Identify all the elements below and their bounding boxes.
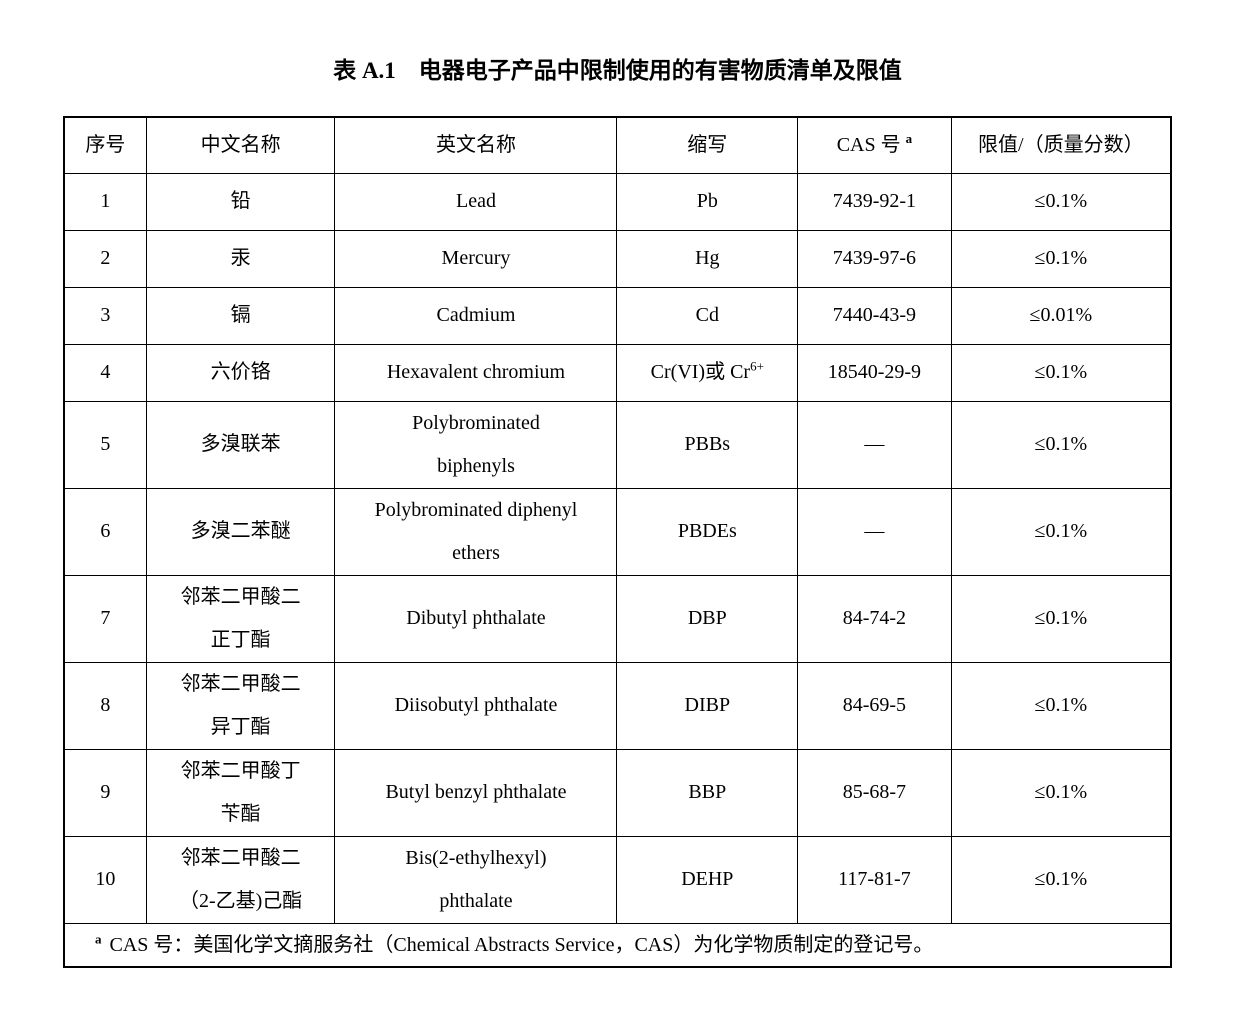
cell-cn-name: 镉: [145, 286, 336, 345]
cell-abbr: DBP: [616, 574, 799, 663]
cell-abbr: PBBs: [616, 400, 799, 489]
cell-abbr: Cd: [616, 286, 799, 345]
footnote-marker: a: [95, 930, 102, 946]
cell-abbr: Hg: [616, 229, 799, 288]
cell-cn-name: 邻苯二甲酸二 （2-乙基)己酯: [145, 835, 336, 924]
footnote-cell: a CAS 号：美国化学文摘服务社（Chemical Abstracts Serv…: [63, 922, 1172, 968]
cell-cas: 7439-92-1: [797, 172, 952, 231]
cell-abbr: DEHP: [616, 835, 799, 924]
abbr-superscript: 6+: [750, 358, 764, 374]
header-abbr: 缩写: [616, 116, 799, 174]
table-row: 1 铅 Lead Pb 7439-92-1 ≤0.1%: [63, 172, 1172, 231]
cell-limit: ≤0.1%: [950, 748, 1172, 837]
cell-cn-name: 六价铬: [145, 343, 336, 402]
cell-cas: 7439-97-6: [797, 229, 952, 288]
header-limit: 限值/（质量分数）: [950, 116, 1172, 174]
cell-limit: ≤0.1%: [950, 172, 1172, 231]
header-cas-footnote-marker: a: [905, 130, 913, 146]
cell-cn-name: 汞: [145, 229, 336, 288]
cell-no: 7: [63, 574, 147, 663]
cell-en-name: Lead: [334, 172, 618, 231]
cell-limit: ≤0.1%: [950, 661, 1172, 750]
table-row: 9 邻苯二甲酸丁 苄酯 Butyl benzyl phthalate BBP 8…: [63, 748, 1172, 837]
cell-limit: ≤0.1%: [950, 574, 1172, 663]
cell-cn-name: 多溴二苯醚: [145, 487, 336, 576]
cell-cas: 85-68-7: [797, 748, 952, 837]
cell-cas: —: [797, 400, 952, 489]
table-row: 7 邻苯二甲酸二 正丁酯 Dibutyl phthalate DBP 84-74…: [63, 574, 1172, 663]
cell-no: 10: [63, 835, 147, 924]
table-row: 10 邻苯二甲酸二 （2-乙基)己酯 Bis(2-ethylhexyl) pht…: [63, 835, 1172, 924]
cell-cas: 117-81-7: [797, 835, 952, 924]
table-row: 8 邻苯二甲酸二 异丁酯 Diisobutyl phthalate DIBP 8…: [63, 661, 1172, 750]
cell-limit: ≤0.1%: [950, 400, 1172, 489]
cell-cas: 84-74-2: [797, 574, 952, 663]
cell-abbr: DIBP: [616, 661, 799, 750]
cell-no: 4: [63, 343, 147, 402]
cell-limit: ≤0.1%: [950, 229, 1172, 288]
header-cas-label: CAS 号: [836, 133, 901, 156]
cell-abbr: PBDEs: [616, 487, 799, 576]
cell-limit: ≤0.1%: [950, 487, 1172, 576]
cell-en-name: Bis(2-ethylhexyl) phthalate: [334, 835, 618, 924]
cell-en-name: Diisobutyl phthalate: [334, 661, 618, 750]
cell-cas: 18540-29-9: [797, 343, 952, 402]
header-cn-name: 中文名称: [145, 116, 336, 174]
cell-en-name: Butyl benzyl phthalate: [334, 748, 618, 837]
cell-en-name: Dibutyl phthalate: [334, 574, 618, 663]
cell-en-name: Polybrominated diphenyl ethers: [334, 487, 618, 576]
footnote-row: a CAS 号：美国化学文摘服务社（Chemical Abstracts Serv…: [63, 922, 1172, 968]
cell-en-name: Mercury: [334, 229, 618, 288]
header-en-name: 英文名称: [334, 116, 618, 174]
table-row: 2 汞 Mercury Hg 7439-97-6 ≤0.1%: [63, 229, 1172, 288]
cell-limit: ≤0.01%: [950, 286, 1172, 345]
footnote-text: CAS 号：美国化学文摘服务社（Chemical Abstracts Servi…: [109, 933, 934, 956]
cell-cas: 84-69-5: [797, 661, 952, 750]
cell-cn-name: 邻苯二甲酸二 正丁酯: [145, 574, 336, 663]
cell-cas: 7440-43-9: [797, 286, 952, 345]
table-row: 6 多溴二苯醚 Polybrominated diphenyl ethers P…: [63, 487, 1172, 576]
cell-cn-name: 铅: [145, 172, 336, 231]
cell-no: 8: [63, 661, 147, 750]
table-row: 5 多溴联苯 Polybrominated biphenyls PBBs — ≤…: [63, 400, 1172, 489]
cell-en-name: Cadmium: [334, 286, 618, 345]
table-title: 表 A.1 电器电子产品中限制使用的有害物质清单及限值: [333, 58, 902, 83]
cell-no: 5: [63, 400, 147, 489]
cell-limit: ≤0.1%: [950, 835, 1172, 924]
cell-en-name: Polybrominated biphenyls: [334, 400, 618, 489]
cell-no: 6: [63, 487, 147, 576]
cell-en-name: Hexavalent chromium: [334, 343, 618, 402]
cell-limit: ≤0.1%: [950, 343, 1172, 402]
table-row: 4 六价铬 Hexavalent chromium Cr(VI)或 Cr6+ 1…: [63, 343, 1172, 402]
cell-abbr: Cr(VI)或 Cr6+: [616, 343, 799, 402]
cell-no: 1: [63, 172, 147, 231]
cell-cn-name: 邻苯二甲酸丁 苄酯: [145, 748, 336, 837]
cell-no: 2: [63, 229, 147, 288]
cell-cas: —: [797, 487, 952, 576]
table-row: 3 镉 Cadmium Cd 7440-43-9 ≤0.01%: [63, 286, 1172, 345]
cell-no: 3: [63, 286, 147, 345]
abbr-base: Cr(VI)或 Cr: [650, 361, 751, 384]
cell-abbr: BBP: [616, 748, 799, 837]
table-body: 1 铅 Lead Pb 7439-92-1 ≤0.1% 2 汞 Mercury …: [63, 172, 1172, 924]
table-footer: a CAS 号：美国化学文摘服务社（Chemical Abstracts Serv…: [63, 922, 1172, 968]
cell-no: 9: [63, 748, 147, 837]
cell-abbr: Pb: [616, 172, 799, 231]
cell-cn-name: 多溴联苯: [145, 400, 336, 489]
cell-cn-name: 邻苯二甲酸二 异丁酯: [145, 661, 336, 750]
header-no: 序号: [63, 116, 147, 174]
